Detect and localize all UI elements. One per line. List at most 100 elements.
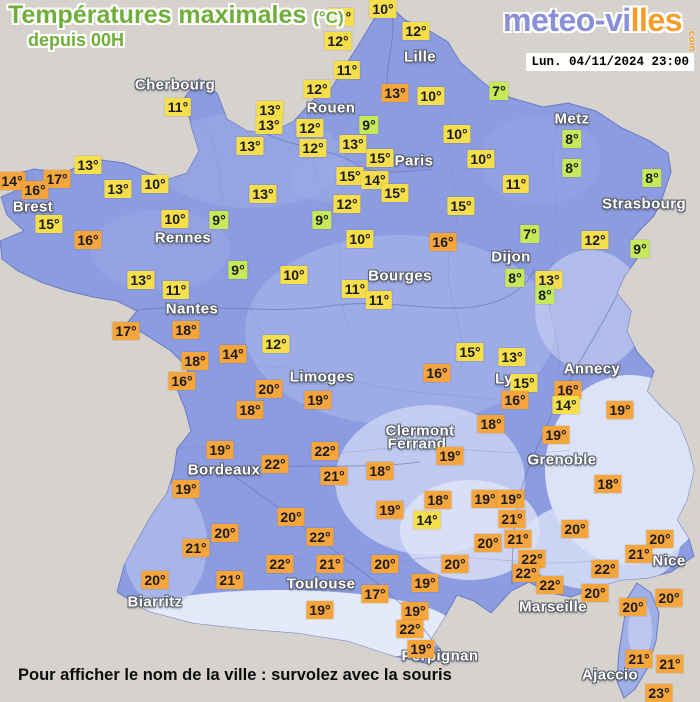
temp-label[interactable]: 20° [141, 571, 169, 589]
temp-label[interactable]: 12° [299, 139, 327, 157]
temp-label[interactable]: 11° [502, 175, 530, 193]
temp-label[interactable]: 22° [536, 576, 564, 594]
temp-label[interactable]: 9° [359, 116, 379, 134]
temp-label[interactable]: 19° [304, 391, 332, 409]
temp-label[interactable]: 17° [43, 170, 71, 188]
temp-label[interactable]: 13° [381, 84, 409, 102]
temp-label[interactable]: 15° [366, 149, 394, 167]
temp-label[interactable]: 16° [168, 372, 196, 390]
temp-label[interactable]: 10° [417, 87, 445, 105]
temp-label[interactable]: 22° [518, 550, 546, 568]
temp-label[interactable]: 21° [625, 545, 653, 563]
temp-label[interactable]: 11° [164, 98, 192, 116]
temp-label[interactable]: 18° [172, 321, 200, 339]
temp-label[interactable]: 19° [172, 480, 200, 498]
temp-label[interactable]: 10° [467, 150, 495, 168]
temp-label[interactable]: 10° [346, 230, 374, 248]
temp-label[interactable]: 13° [256, 101, 284, 119]
temp-label[interactable]: 21° [504, 530, 532, 548]
temp-label[interactable]: 15° [447, 197, 475, 215]
temp-label[interactable]: 12° [333, 195, 361, 213]
temp-label[interactable]: 21° [316, 555, 344, 573]
temp-label[interactable]: 20° [474, 534, 502, 552]
temp-label[interactable]: 15° [381, 184, 409, 202]
temp-label[interactable]: 12° [303, 80, 331, 98]
temp-label[interactable]: 19° [407, 640, 435, 658]
temp-label[interactable]: 22° [512, 564, 540, 582]
temp-label[interactable]: 8° [642, 169, 662, 187]
temp-label[interactable]: 20° [371, 555, 399, 573]
temp-label[interactable]: 19° [471, 490, 499, 508]
temp-label[interactable]: 20° [255, 380, 283, 398]
temp-label[interactable]: 22° [591, 560, 619, 578]
temp-label[interactable]: 7° [520, 225, 540, 243]
temp-label[interactable]: 16° [423, 364, 451, 382]
temp-label[interactable]: 19° [206, 441, 234, 459]
temp-label[interactable]: 21° [182, 539, 210, 557]
temp-label[interactable]: 11° [162, 281, 190, 299]
temp-label[interactable]: 22° [311, 442, 339, 460]
temp-label[interactable]: 12° [262, 335, 290, 353]
temp-label[interactable]: 13° [236, 137, 264, 155]
temp-label[interactable]: 12° [296, 119, 324, 137]
temp-label[interactable]: 19° [497, 490, 525, 508]
temp-label[interactable]: 21° [625, 650, 653, 668]
temp-label[interactable]: 19° [401, 602, 429, 620]
temp-label[interactable]: 11° [341, 280, 369, 298]
temp-label[interactable]: 11° [365, 291, 393, 309]
temp-label[interactable]: 20° [646, 530, 674, 548]
temp-label[interactable]: 20° [581, 584, 609, 602]
temp-label[interactable]: 10° [141, 175, 169, 193]
temp-label[interactable]: 8° [535, 286, 555, 304]
temp-label[interactable]: 18° [594, 475, 622, 493]
temp-label[interactable]: 22° [261, 455, 289, 473]
temp-label[interactable]: 19° [306, 601, 334, 619]
temp-label[interactable]: 10° [161, 210, 189, 228]
temp-label[interactable]: 22° [306, 528, 334, 546]
temp-label[interactable]: 8° [562, 130, 582, 148]
temp-label[interactable]: 15° [35, 215, 63, 233]
temp-label[interactable]: 9° [630, 240, 650, 258]
temp-label[interactable]: 12° [324, 32, 352, 50]
temp-label[interactable]: 11° [333, 61, 361, 79]
temp-label[interactable]: 19° [376, 501, 404, 519]
temp-label[interactable]: 19° [606, 401, 634, 419]
temp-label[interactable]: 8° [562, 159, 582, 177]
temp-label[interactable]: 21° [320, 467, 348, 485]
temp-label[interactable]: 19° [542, 426, 570, 444]
temp-label[interactable]: 14° [413, 511, 441, 529]
temp-label[interactable]: 7° [489, 82, 509, 100]
temp-label[interactable]: 19° [436, 447, 464, 465]
temp-label[interactable]: 22° [266, 555, 294, 573]
temp-label[interactable]: 20° [441, 555, 469, 573]
temp-label[interactable]: 9° [209, 211, 229, 229]
temp-label[interactable]: 10° [369, 0, 397, 18]
temp-label[interactable]: 8° [505, 269, 525, 287]
temp-label[interactable]: 19° [411, 574, 439, 592]
temp-label[interactable]: 22° [396, 620, 424, 638]
temp-label[interactable]: 13° [535, 271, 563, 289]
temp-label[interactable]: 16° [74, 231, 102, 249]
temp-label[interactable]: 16° [554, 381, 582, 399]
temp-label[interactable]: 13° [498, 348, 526, 366]
temp-label[interactable]: 10° [443, 125, 471, 143]
temp-label[interactable]: 18° [181, 352, 209, 370]
temp-label[interactable]: 9° [312, 211, 332, 229]
temp-label[interactable]: 14° [219, 345, 247, 363]
temp-label[interactable]: 16° [21, 181, 49, 199]
temp-label[interactable]: 13° [249, 185, 277, 203]
temp-label[interactable]: 13° [339, 135, 367, 153]
temp-label[interactable]: 20° [211, 524, 239, 542]
temp-label[interactable]: 21° [498, 510, 526, 528]
temp-label[interactable]: 18° [477, 415, 505, 433]
temp-label[interactable]: 11° [327, 8, 355, 26]
temp-label[interactable]: 10° [280, 266, 308, 284]
temp-label[interactable]: 16° [501, 391, 529, 409]
temp-label[interactable]: 12° [581, 231, 609, 249]
temp-label[interactable]: 18° [424, 491, 452, 509]
temp-label[interactable]: 18° [236, 401, 264, 419]
temp-label[interactable]: 18° [366, 462, 394, 480]
temp-label[interactable]: 15° [456, 343, 484, 361]
temp-label[interactable]: 23° [645, 684, 673, 702]
temp-label[interactable]: 21° [216, 571, 244, 589]
